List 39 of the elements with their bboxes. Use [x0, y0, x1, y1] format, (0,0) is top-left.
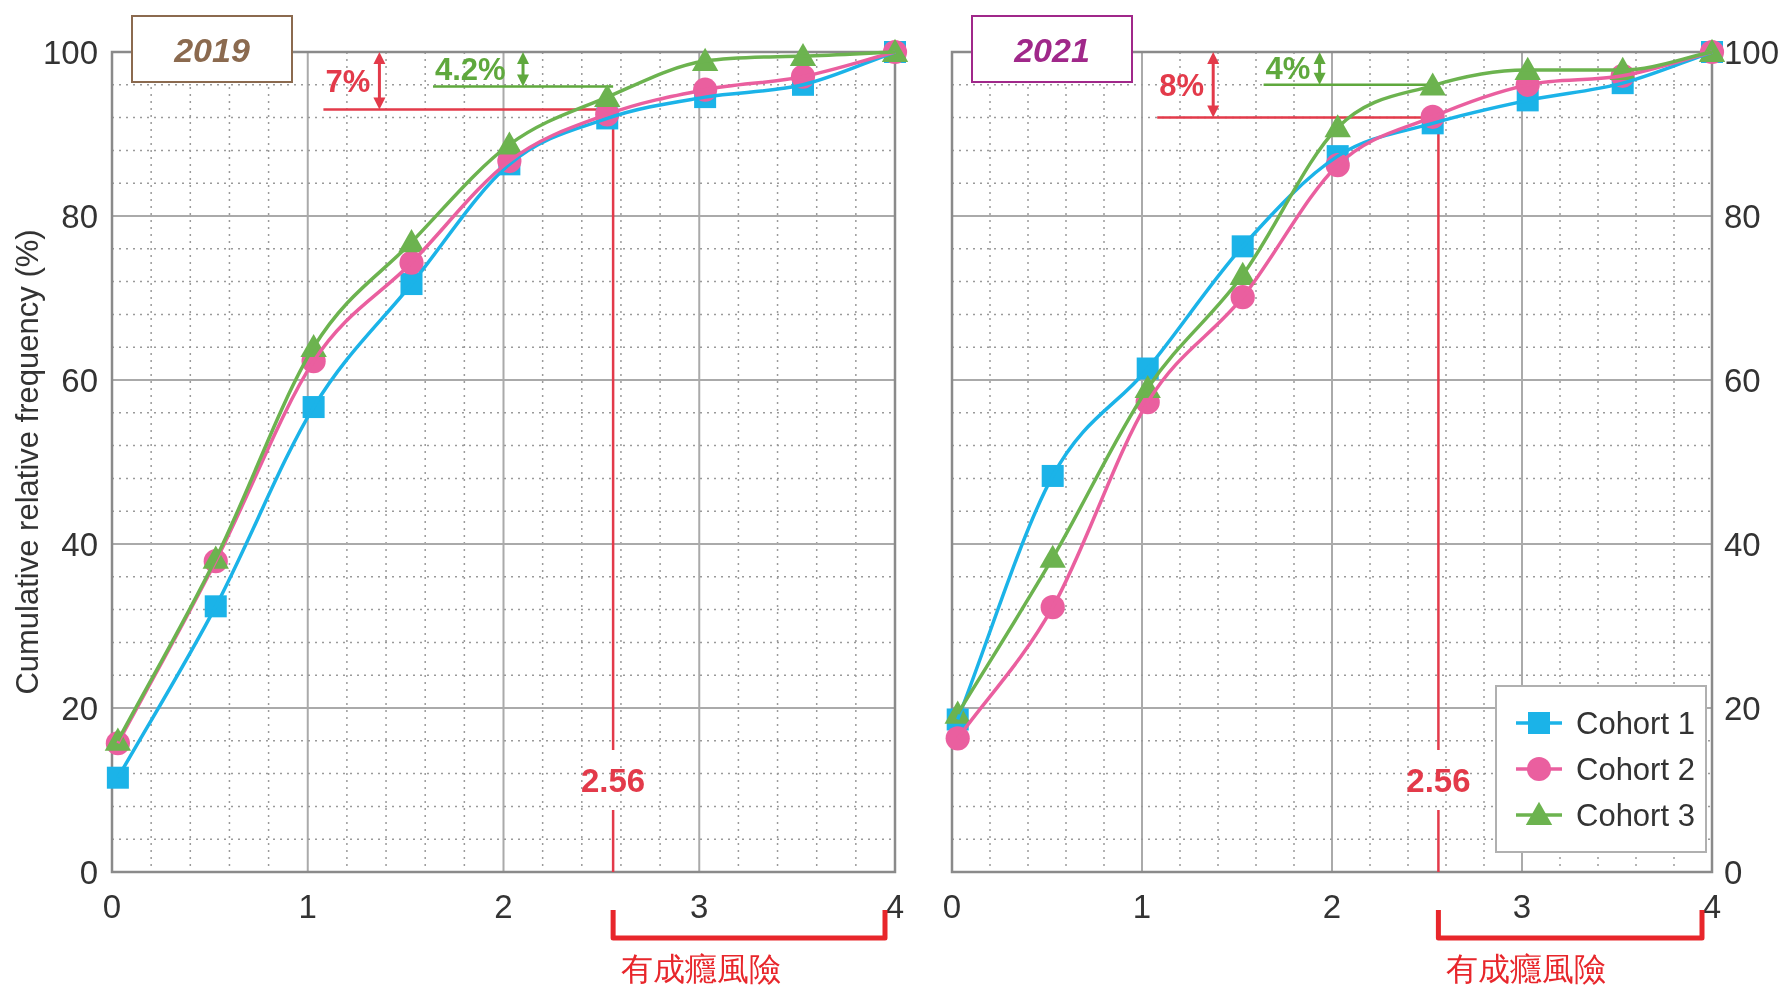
y-tick-label: 40 — [1724, 526, 1761, 563]
annotation: 8% — [1159, 67, 1205, 103]
y-axis-title: Cumulative relative frequency (%) — [10, 229, 45, 695]
x-tick-label: 0 — [942, 888, 962, 925]
y-tick-label: 60 — [61, 362, 98, 399]
x-tick-label: 4 — [885, 888, 905, 925]
x-tick-label: 2 — [1322, 888, 1342, 925]
legend-label: Cohort 1 — [1576, 706, 1695, 741]
y-tick-label: 80 — [61, 198, 98, 235]
y-tick-label: 0 — [1724, 854, 1743, 891]
y-tick-label: 80 — [1724, 198, 1761, 235]
y-tick-label: 20 — [1724, 690, 1761, 727]
annotation: 4% — [1265, 51, 1311, 87]
y-tick-label: 60 — [1724, 362, 1761, 399]
ref-line-label: 2.56 — [1406, 762, 1471, 799]
legend-label: Cohort 2 — [1576, 752, 1695, 787]
x-tick-label: 3 — [690, 888, 709, 925]
y-tick-label: 100 — [42, 34, 98, 71]
text: 有成癮風險 — [621, 950, 782, 988]
ref-line-label: 2.56 — [581, 762, 646, 799]
x-tick-label: 2 — [494, 888, 513, 925]
y-tick-label: 100 — [1724, 34, 1780, 71]
chart-title: 2021 — [1013, 31, 1090, 69]
y-tick-label: 40 — [61, 526, 98, 563]
legend-label: Cohort 3 — [1576, 798, 1695, 833]
x-tick-label: 0 — [102, 888, 122, 925]
text: 有成癮風險 — [1446, 950, 1607, 988]
point — [945, 726, 970, 751]
point — [106, 766, 129, 789]
annotation: 7% — [325, 63, 371, 99]
x-tick-label: 1 — [298, 888, 317, 925]
annotation: 4.2% — [435, 52, 506, 88]
point — [104, 727, 132, 751]
y-tick-label: 20 — [61, 690, 98, 727]
chart-title: 2019 — [173, 31, 250, 69]
y-tick-label: 0 — [79, 854, 98, 891]
x-tick-label: 4 — [1702, 888, 1722, 925]
x-tick-label: 1 — [1132, 888, 1152, 925]
x-tick-label: 3 — [1512, 888, 1532, 925]
